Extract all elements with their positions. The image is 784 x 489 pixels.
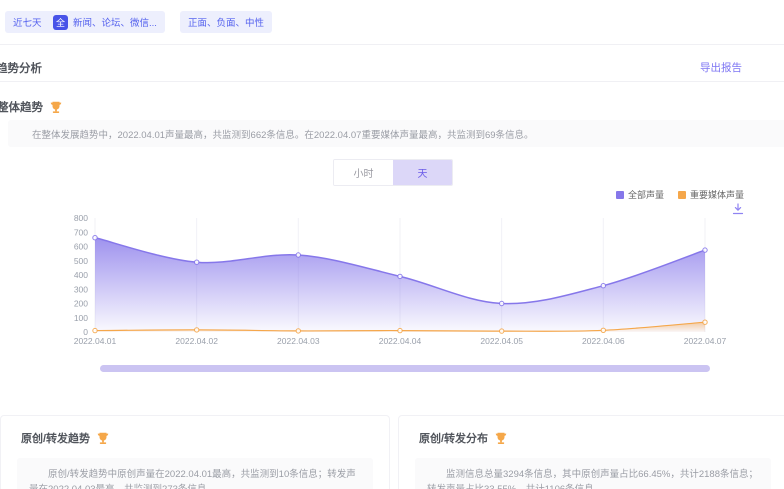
overall-trend-title-text: 整体趋势 bbox=[0, 102, 43, 114]
chart-zoom-scrollbar[interactable] bbox=[100, 365, 710, 372]
chip-time-range[interactable]: 近七天 bbox=[5, 11, 50, 33]
x-tick-label: 2022.04.06 bbox=[582, 336, 625, 346]
y-tick-label: 800 bbox=[74, 213, 88, 223]
card-origin-repost-distribution: 原创/转发分布 监测信息总量3294条信息，其中原创声量占比66.45%，共计2… bbox=[398, 415, 784, 489]
y-tick-label: 200 bbox=[74, 299, 88, 309]
y-tick-label: 400 bbox=[74, 270, 88, 280]
trophy-icon bbox=[495, 432, 507, 444]
y-tick-label: 100 bbox=[74, 313, 88, 323]
day-toggle-button[interactable]: 天 bbox=[393, 160, 452, 185]
filter-bar: 近七天 全 新闻、论坛、微信... 正面、负面、中性 bbox=[0, 0, 784, 44]
legend-label: 全部声量 bbox=[627, 190, 664, 200]
y-tick-label: 600 bbox=[74, 242, 88, 252]
hour-toggle-button[interactable]: 小时 bbox=[334, 160, 393, 185]
card-title-text: 原创/转发分布 bbox=[419, 433, 489, 445]
y-tick-label: 700 bbox=[74, 227, 88, 237]
card-title: 原创/转发趋势 bbox=[21, 430, 110, 446]
download-chart-icon[interactable] bbox=[732, 203, 744, 215]
y-tick-label: 300 bbox=[74, 284, 88, 294]
card-summary: 监测信息总量3294条信息，其中原创声量占比66.45%，共计2188条信息；转… bbox=[415, 458, 771, 489]
legend-item-media[interactable]: 重要媒体声量 bbox=[677, 188, 744, 201]
page-title: 趋势分析 bbox=[0, 63, 42, 75]
y-tick-label: 0 bbox=[83, 327, 88, 337]
overall-summary: 在整体发展趋势中，2022.04.01声量最高，共监测到662条信息。在2022… bbox=[8, 120, 784, 147]
legend-label: 重要媒体声量 bbox=[689, 190, 744, 200]
legend-swatch bbox=[615, 190, 624, 199]
trophy-icon bbox=[97, 432, 109, 444]
legend-item-total[interactable]: 全部声量 bbox=[615, 188, 664, 201]
x-tick-label: 2022.04.05 bbox=[480, 336, 523, 346]
card-summary: 原创/转发趋势中原创声量在2022.04.01最高，共监测到10条信息；转发声量… bbox=[17, 458, 373, 489]
chip-media-sources[interactable]: 全 新闻、论坛、微信... bbox=[45, 11, 165, 33]
export-report-link[interactable]: 导出报告 bbox=[700, 62, 742, 74]
trend-chart-svg: 0 100 200 300 400 500 600 700 800 2022.04.01 2022.… bbox=[74, 213, 727, 346]
x-tick-label: 2022.04.07 bbox=[684, 336, 727, 346]
x-tick-label: 2022.04.04 bbox=[379, 336, 422, 346]
chip-media-label: 新闻、论坛、微信... bbox=[73, 18, 157, 29]
x-tick-label: 2022.04.01 bbox=[74, 336, 117, 346]
y-tick-label: 500 bbox=[74, 256, 88, 266]
card-title-text: 原创/转发趋势 bbox=[21, 433, 91, 445]
chart-legend: 全部声量 重要媒体声量 bbox=[615, 188, 744, 201]
granularity-toggle: 小时 天 bbox=[333, 159, 453, 186]
overall-trend-title: 整体趋势 bbox=[0, 99, 63, 115]
chip-sentiment[interactable]: 正面、负面、中性 bbox=[180, 11, 273, 33]
x-tick-label: 2022.04.02 bbox=[175, 336, 218, 346]
media-source-icon: 全 bbox=[53, 14, 68, 30]
card-origin-repost-trend: 原创/转发趋势 原创/转发趋势中原创声量在2022.04.01最高，共监测到10… bbox=[0, 415, 390, 489]
legend-swatch bbox=[677, 190, 686, 199]
card-title: 原创/转发分布 bbox=[419, 430, 508, 446]
trophy-icon bbox=[50, 101, 62, 113]
divider bbox=[0, 44, 784, 45]
trend-chart[interactable]: 0 100 200 300 400 500 600 700 800 2022.04.01 2022.… bbox=[70, 208, 730, 358]
divider bbox=[0, 81, 784, 82]
x-tick-label: 2022.04.03 bbox=[277, 336, 320, 346]
